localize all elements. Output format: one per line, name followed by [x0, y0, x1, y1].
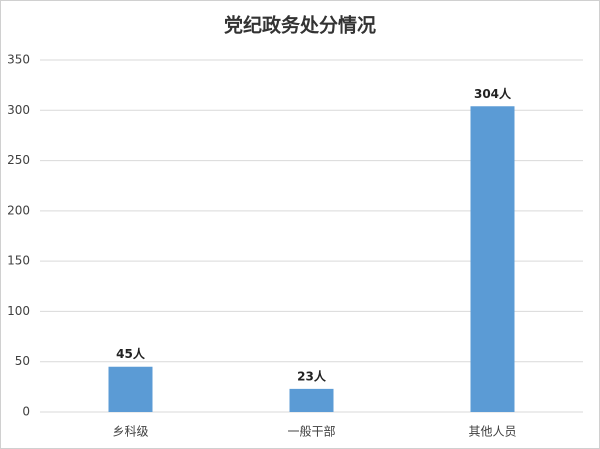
bar	[470, 106, 515, 413]
value-label: 45人	[116, 346, 146, 361]
value-label: 304人	[474, 86, 512, 101]
y-tick-label: 300	[7, 103, 30, 117]
chart-title: 党纪政务处分情况	[224, 14, 376, 37]
y-tick-label: 50	[15, 354, 30, 368]
y-tick-label: 150	[7, 254, 30, 268]
y-tick-label: 250	[7, 153, 30, 167]
x-tick-label: 其他人员	[468, 425, 516, 439]
y-tick-label: 200	[7, 203, 30, 217]
y-tick-label: 0	[22, 405, 30, 419]
bar	[108, 366, 153, 412]
x-tick-label: 一般干部	[287, 424, 335, 439]
value-label: 23人	[297, 368, 327, 383]
y-tick-label: 100	[7, 304, 30, 318]
x-tick-label: 乡科级	[112, 425, 148, 439]
y-tick-label: 350	[7, 53, 30, 67]
bar	[289, 388, 334, 412]
